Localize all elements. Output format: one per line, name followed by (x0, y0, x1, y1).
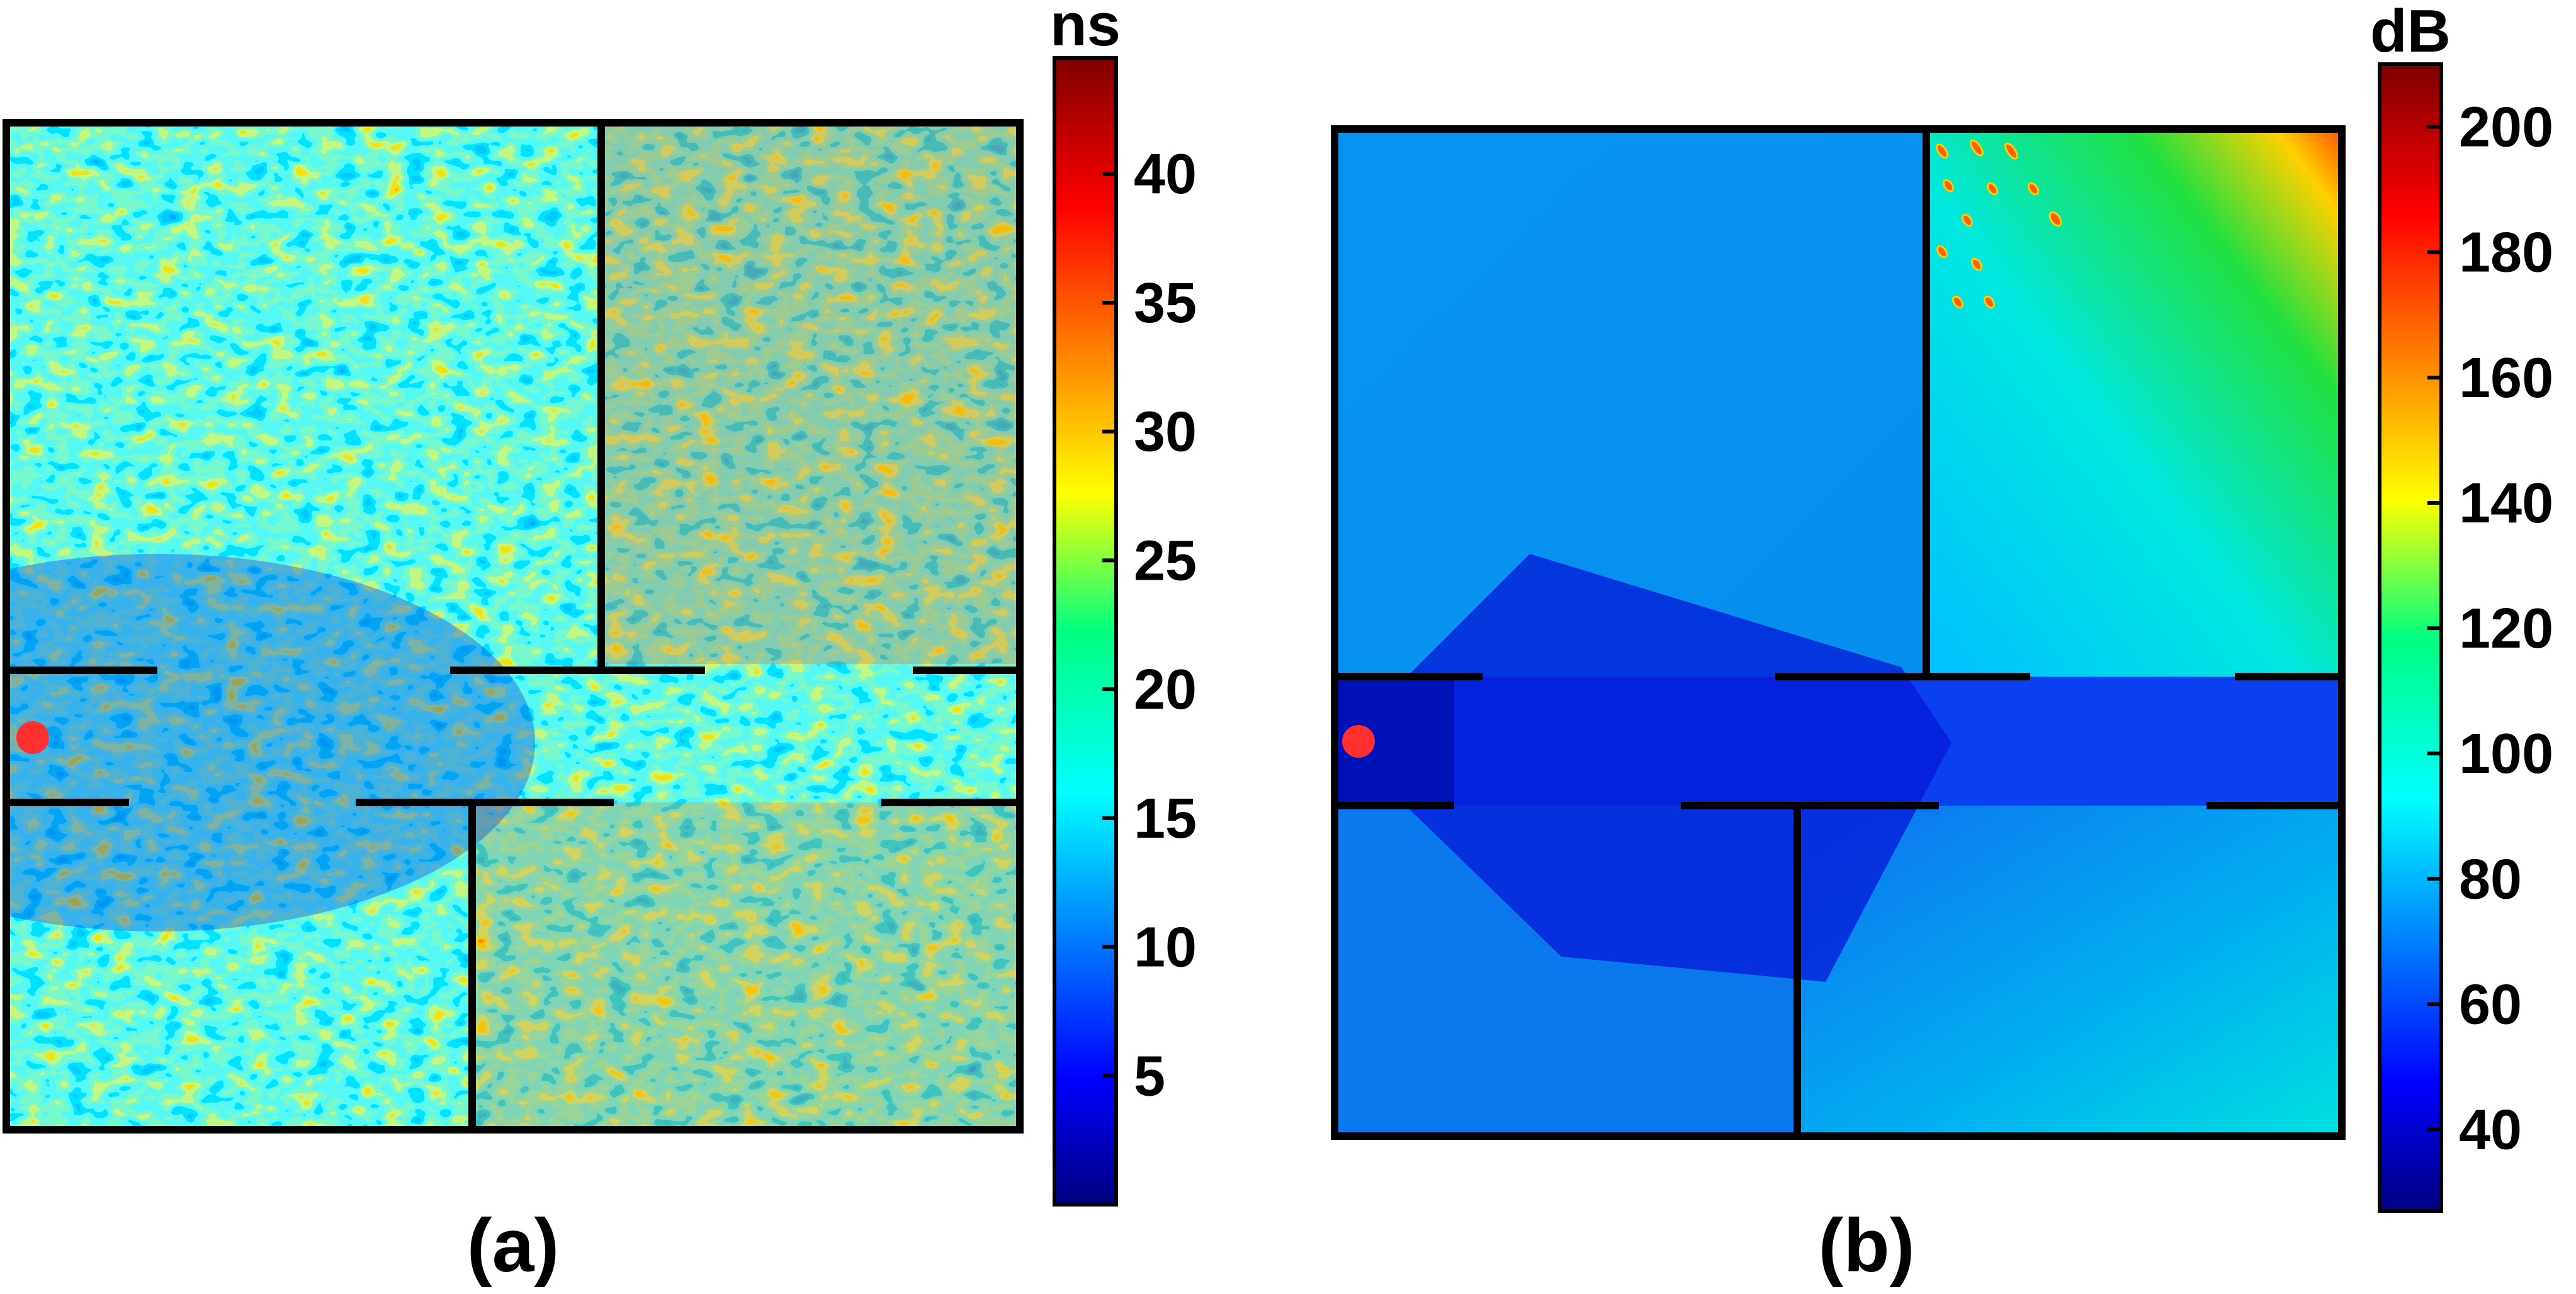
colorbar-a-tick-label: 15 (1134, 787, 1197, 850)
transmitter-marker-b (1342, 725, 1375, 758)
colorbar-b-ticks: 40 60 80 100 120 140 160 180 200 (2427, 96, 2553, 1162)
colorbar-a-ticks: 5 10 15 20 25 30 35 40 (1102, 143, 1197, 1108)
colorbar-b-tick-label: 120 (2459, 597, 2553, 660)
heatmap-a (6, 123, 1020, 1130)
heatmap-b (1335, 129, 2342, 1136)
colorbar-b-tick-label: 140 (2459, 472, 2553, 535)
colorbar-b-tick-label: 160 (2459, 347, 2553, 410)
colorbar-a: ns 5 10 15 20 25 30 35 40 (1050, 0, 1197, 1207)
colorbar-b-tick-label: 100 (2459, 723, 2553, 785)
colorbar-b-scale (2378, 62, 2443, 1213)
panel-a: ns 5 10 15 20 25 30 35 40 (a) (3, 0, 1197, 1288)
walls-a (6, 123, 1020, 1130)
colorbar-a-tick-label: 35 (1134, 272, 1197, 335)
panel-b: dB 40 60 80 100 120 140 160 180 200 (b) (1331, 0, 2553, 1288)
colorbar-b-tick-label: 60 (2459, 973, 2522, 1036)
colorbar-b-tick-label: 40 (2459, 1099, 2522, 1162)
colorbar-a-tick-label: 30 (1134, 401, 1197, 464)
colorbar-a-unit: ns (1050, 0, 1121, 59)
colorbar-a-scale (1053, 56, 1118, 1207)
colorbar-b-unit: dB (2370, 0, 2451, 65)
frame-a (3, 119, 1024, 1134)
colorbar-b-tick-label: 80 (2459, 848, 2522, 911)
colorbar-b-tick-label: 180 (2459, 222, 2553, 284)
colorbar-a-tick-label: 40 (1134, 143, 1197, 206)
caption-a: (a) (467, 1203, 560, 1288)
colorbar-a-tick-label: 25 (1134, 529, 1197, 592)
colorbar-a-tick-label: 20 (1134, 658, 1197, 721)
transmitter-marker-a (16, 721, 49, 754)
colorbar-a-tick-label: 5 (1134, 1045, 1165, 1108)
caption-b: (b) (1818, 1203, 1914, 1288)
walls-b (1335, 129, 2342, 1136)
colorbar-b: dB 40 60 80 100 120 140 160 180 200 (2370, 0, 2553, 1213)
frame-b (1331, 125, 2346, 1140)
colorbar-a-tick-label: 10 (1134, 916, 1197, 979)
hotspots-b (1936, 139, 2062, 309)
colorbar-b-tick-label: 200 (2459, 96, 2553, 159)
